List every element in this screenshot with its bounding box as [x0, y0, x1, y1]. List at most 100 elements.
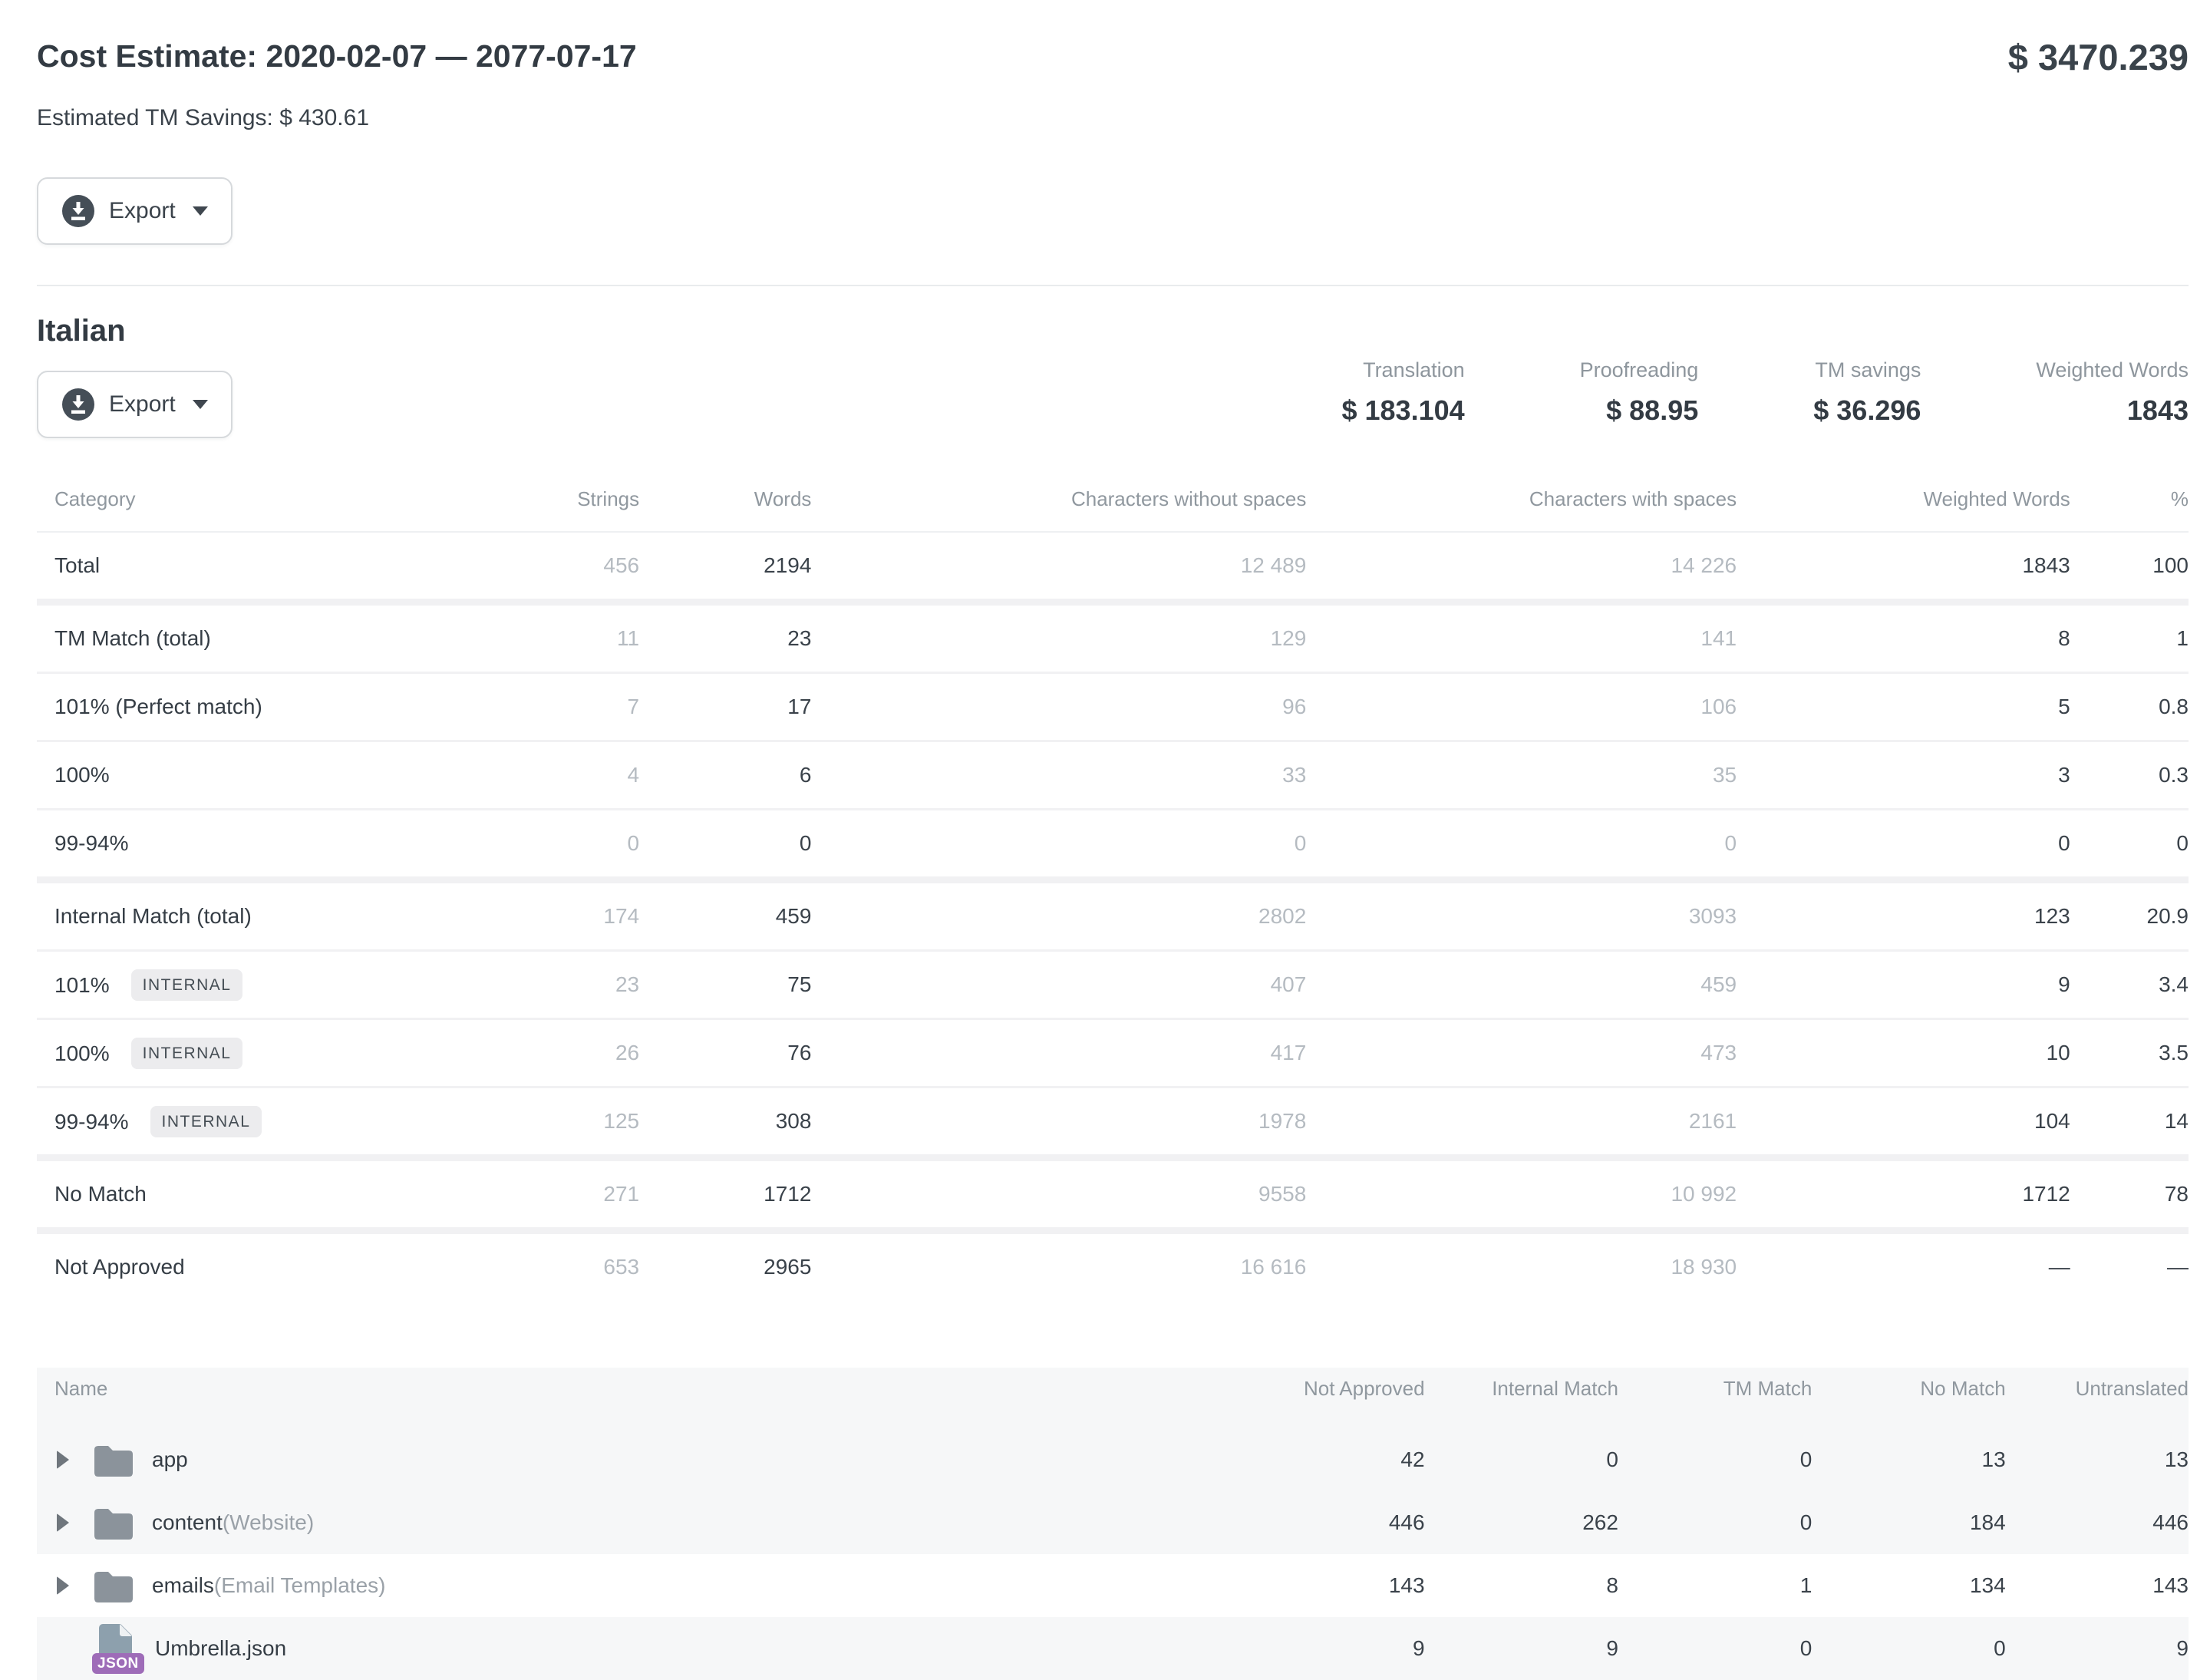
page-title: Cost Estimate: 2020-02-07 — 2077-07-17: [37, 38, 637, 74]
table-row: 101% (Perfect match) 7 17 96 106 5 0.8: [37, 672, 2189, 741]
chars_with-cell: 106: [1306, 672, 1737, 741]
chevron-box: [57, 1451, 92, 1470]
column-header: Internal Match: [1492, 1377, 1618, 1401]
words-cell: 23: [639, 599, 812, 673]
strings-cell: 26: [467, 1018, 640, 1088]
file-row[interactable]: JSON Umbrella.json 9 9 0 0 9: [37, 1617, 2189, 1680]
language-export-button[interactable]: Export: [37, 371, 233, 439]
not_approved-cell: 9: [1413, 1636, 1425, 1661]
file-row[interactable]: emails (Email Templates) 143 8 1 134 143: [37, 1554, 2189, 1617]
table-row: Not Approved 653 2965 16 616 18 930— —: [37, 1227, 2189, 1301]
chevron-right-icon[interactable]: [57, 1451, 69, 1470]
category-cell: Total: [37, 532, 467, 602]
percent-cell: 3.5: [2070, 1018, 2189, 1088]
chars_without-cell: 16 616: [811, 1227, 1307, 1301]
column-header: %: [2070, 472, 2189, 533]
node-suffix: (Website): [222, 1510, 315, 1535]
name-cell: app: [37, 1428, 1220, 1491]
category-table-header-row: Category Strings Words Characters without s…: [37, 472, 2189, 533]
node-name[interactable]: Umbrella.json: [155, 1636, 287, 1661]
weighted-cell: 1843: [2022, 553, 2070, 578]
internal_match-cell: 9: [1606, 1636, 1618, 1661]
words-cell: 17: [639, 672, 812, 741]
estimated-tm-savings: Estimated TM Savings: $ 430.61: [37, 105, 370, 131]
internal-badge: INTERNAL: [130, 1037, 243, 1069]
chars_without-cell: 12 489: [1240, 553, 1307, 578]
tm_match-cell: 0: [1799, 1510, 1813, 1535]
column-header: Not Approved: [1304, 1377, 1425, 1401]
percent-cell: 3.4: [2070, 949, 2189, 1019]
stat-proofreading: Proofreading $ 88.95: [1580, 358, 1699, 427]
tm_match-cell: 1: [1799, 1573, 1813, 1598]
language-section-header: Italian Export Translation $ 183.104 Proof…: [37, 314, 2189, 439]
category-label: Internal Match (total): [54, 904, 252, 929]
chars_with-cell: 459: [1306, 949, 1737, 1019]
export-button[interactable]: Export: [37, 177, 233, 246]
percent-cell: 14: [2070, 1086, 2189, 1158]
language-title: Italian: [37, 314, 126, 348]
chevron-box: [57, 1576, 92, 1596]
percent-cell: 20.9: [2070, 876, 2189, 951]
percent-cell: 0: [2070, 808, 2189, 880]
strings-cell: 4: [467, 740, 640, 810]
table-row: 100% 4 6 33 35 3 0.3: [37, 740, 2189, 810]
node-name[interactable]: content: [152, 1510, 223, 1535]
file-row[interactable]: app 42 0 0 13 13: [37, 1428, 2189, 1492]
stat-label: Translation: [1363, 358, 1465, 382]
folder-icon: [92, 1443, 134, 1477]
percent-cell: 78: [2070, 1154, 2189, 1231]
chars_without-cell: 96: [811, 672, 1307, 741]
stat-value: $ 36.296: [1813, 394, 1921, 427]
chars_without-cell: 1978: [811, 1086, 1307, 1158]
strings-cell: 271: [467, 1154, 640, 1231]
category-cell: TM Match (total): [37, 599, 467, 673]
language-stats: Translation $ 183.104 Proofreading $ 88.95 T…: [1341, 358, 2189, 427]
category-table: Category Strings Words Characters without s…: [37, 472, 2189, 1301]
chevron-right-icon[interactable]: [57, 1513, 69, 1533]
page-header: Cost Estimate: 2020-02-07 — 2077-07-17 $…: [37, 38, 2189, 77]
weighted-cell: 1712: [1737, 1154, 2070, 1231]
untranslated-cell: 446: [2152, 1510, 2189, 1535]
column-header: Characters with spaces: [1306, 472, 1737, 533]
category-cell: Not Approved: [37, 1227, 467, 1301]
node-name[interactable]: app: [152, 1447, 188, 1472]
untranslated-cell: 9: [2176, 1636, 2189, 1661]
stat-label: Weighted Words: [2036, 358, 2189, 382]
category-cell: 99-94%: [37, 808, 467, 880]
weighted-cell: 8: [1737, 599, 2070, 673]
node-name[interactable]: emails: [152, 1573, 214, 1598]
chars_with-cell: 141: [1306, 599, 1737, 673]
files-table: Name Not Approved Internal Match TM Match No…: [37, 1368, 2189, 1680]
strings-cell: 653: [467, 1227, 640, 1301]
category-cell: 101% (Perfect match): [37, 672, 467, 741]
chars_with-cell: 3093: [1306, 876, 1737, 951]
words-cell: 459: [639, 876, 812, 951]
tm_match-cell: 0: [1799, 1447, 1813, 1472]
stat-value: $ 183.104: [1341, 394, 1465, 427]
file-row[interactable]: content (Website) 446 262 0 184 446: [37, 1491, 2189, 1555]
chevron-right-icon[interactable]: [57, 1576, 69, 1596]
percent-cell: 100: [2152, 553, 2189, 578]
chars_with-cell: 2161: [1306, 1086, 1737, 1158]
strings-cell: 456: [603, 553, 640, 578]
stat-translation: Translation $ 183.104: [1341, 358, 1464, 427]
weighted-cell: 5: [1737, 672, 2070, 741]
stat-label: TM savings: [1815, 358, 1921, 382]
table-row: No Match 271 1712 9558 10 992 1712 78: [37, 1154, 2189, 1231]
chars_with-cell: 0: [1306, 808, 1737, 880]
folder-icon: [92, 1506, 134, 1540]
category-label: TM Match (total): [54, 626, 211, 651]
column-header: Characters without spaces: [811, 472, 1307, 533]
chars_without-cell: 33: [811, 740, 1307, 810]
stat-weighted-words: Weighted Words 1843: [2036, 358, 2189, 427]
files-table-header-row: Name Not Approved Internal Match TM Match No…: [37, 1368, 2189, 1429]
words-cell: 308: [639, 1086, 812, 1158]
column-header: No Match: [1920, 1377, 2006, 1401]
chevron-down-icon: [192, 400, 208, 410]
chars_with-cell: 473: [1306, 1018, 1737, 1088]
download-icon: [61, 194, 95, 228]
chars_with-cell: 18 930: [1306, 1227, 1737, 1301]
chevron-down-icon: [192, 206, 208, 216]
weighted-cell: —: [1737, 1227, 2070, 1301]
no_match-cell: 13: [1981, 1447, 2006, 1472]
